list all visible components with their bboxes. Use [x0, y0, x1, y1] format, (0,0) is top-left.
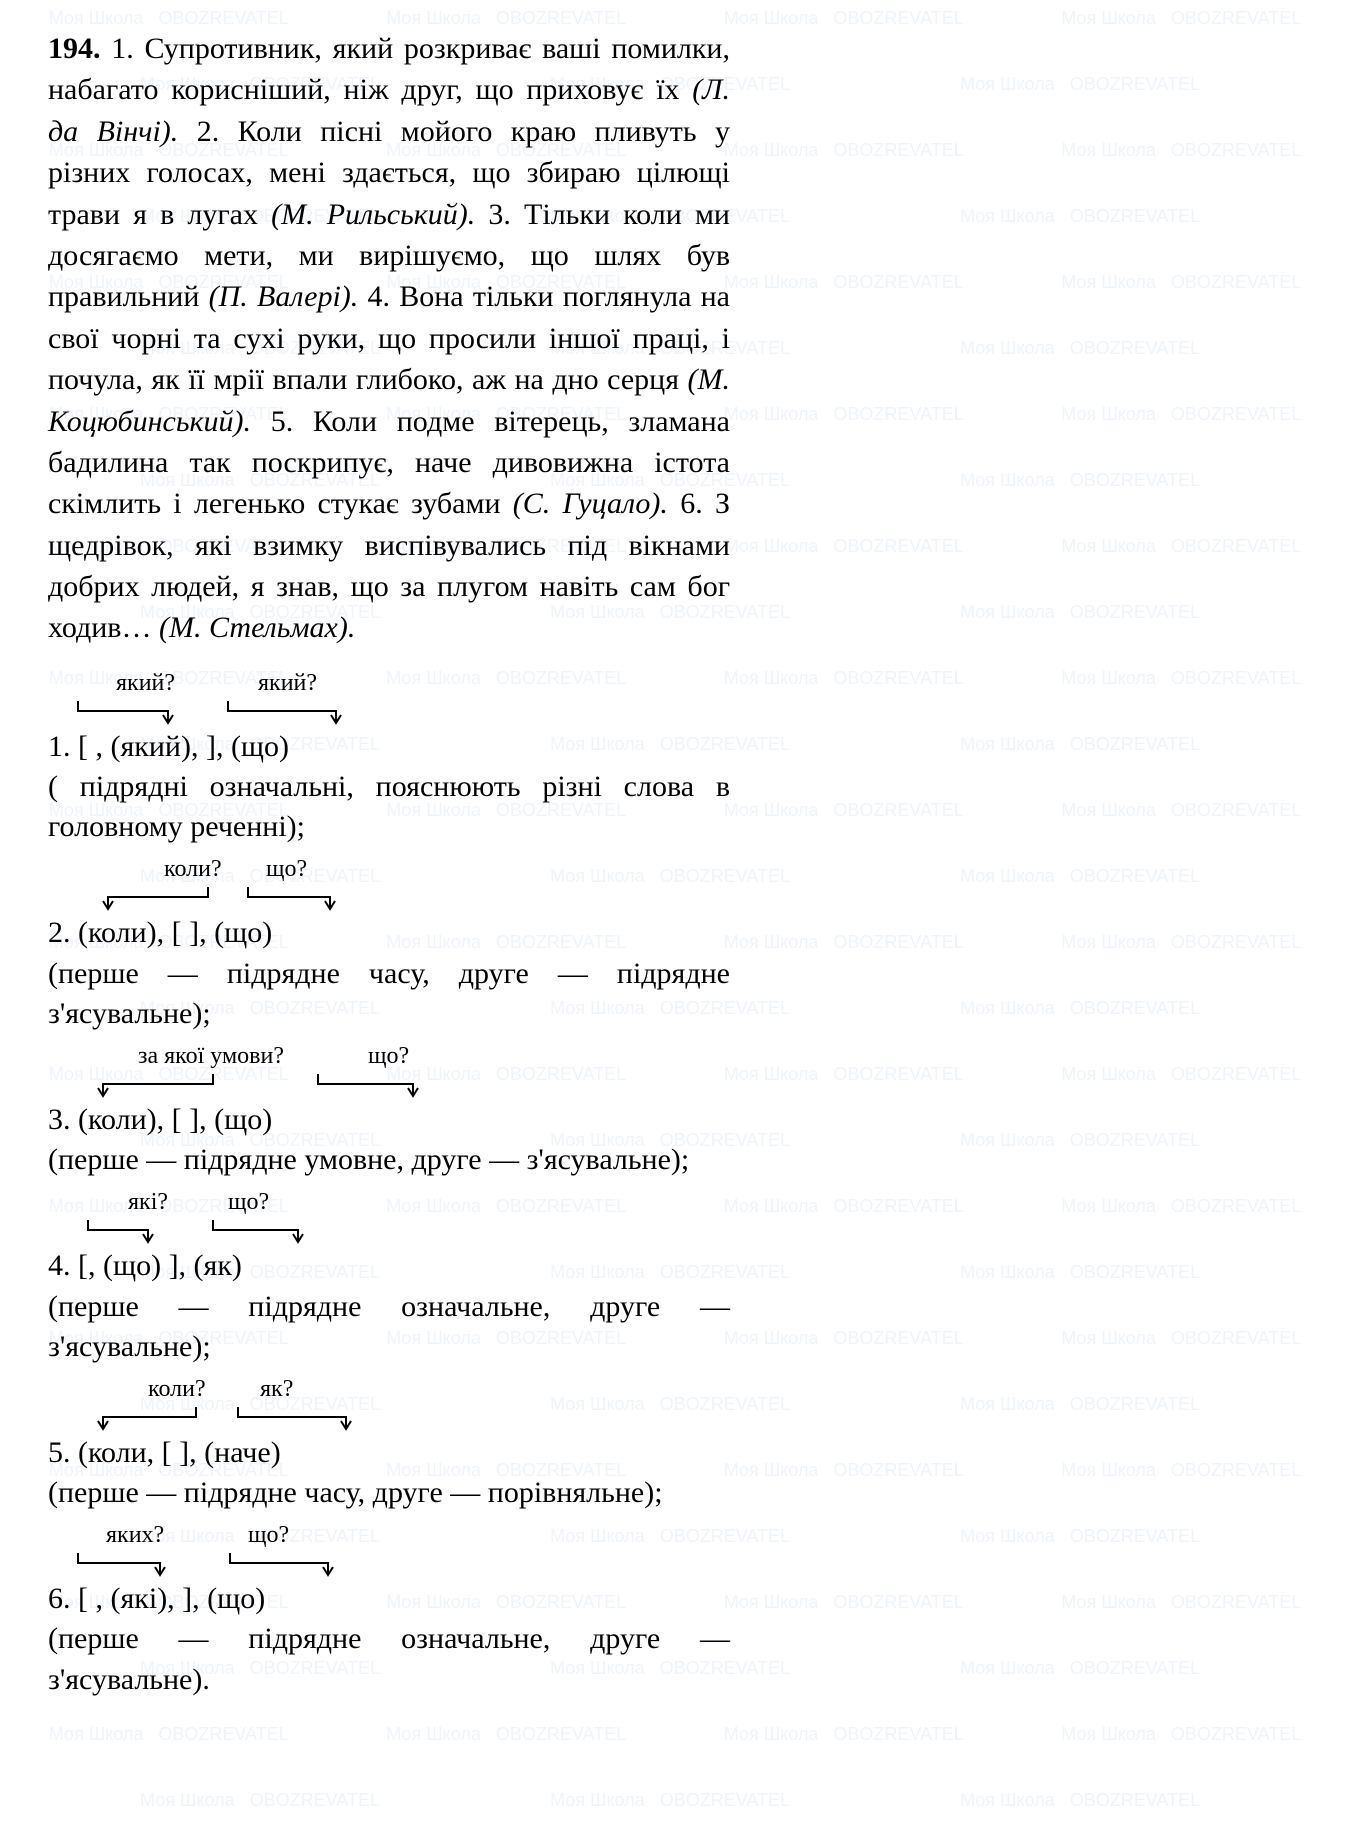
- question-label: яких?: [106, 1519, 164, 1552]
- scheme-block: які? що? 4. [, (що) ], (як)(перше — підряд…: [48, 1186, 730, 1367]
- scheme-explanation: (перше — підрядне часу, друге — під­рядн…: [48, 954, 730, 1034]
- scheme-arrows: [48, 1220, 730, 1246]
- scheme-questions: коли? що?: [48, 853, 730, 887]
- scheme-arrows: [48, 1407, 730, 1433]
- question-label: як?: [260, 1373, 293, 1406]
- scheme-questions: які? що?: [48, 1186, 730, 1220]
- scheme-arrows: [48, 1553, 730, 1579]
- scheme-questions: яких? що?: [48, 1519, 730, 1553]
- scheme-arrows: [48, 887, 730, 913]
- scheme-explanation: ( підрядні означальні, пояснюють різні с…: [48, 767, 730, 847]
- scheme-explanation: (перше — підрядне часу, друге — порівнял…: [48, 1473, 730, 1513]
- question-label: що?: [248, 1519, 289, 1552]
- question-label: що?: [228, 1186, 269, 1219]
- scheme-explanation: (перше — підрядне умовне, друге — з'ясув…: [48, 1140, 730, 1180]
- question-label: які?: [128, 1186, 168, 1219]
- question-label: що?: [266, 853, 307, 886]
- scheme-line: 4. [, (що) ], (як): [48, 1246, 730, 1286]
- question-label: за якої умови?: [138, 1040, 284, 1073]
- scheme-explanation: (перше — підрядне означальне, дру­ге — з…: [48, 1287, 730, 1367]
- scheme-line: 2. (коли), [ ], (що): [48, 913, 730, 953]
- scheme-explanation: (перше — підрядне означальне, дру­ге — з…: [48, 1619, 730, 1699]
- scheme-questions: коли? як?: [48, 1373, 730, 1407]
- scheme-line: 6. [ , (які), ], (що): [48, 1579, 730, 1619]
- question-label: який?: [116, 667, 175, 700]
- question-label: який?: [258, 667, 317, 700]
- exercise-text: 194. 1. Супротивник, який розкриває ваші…: [48, 28, 730, 649]
- scheme-block: який? який? 1. [ , (який), ], (що)( підряд…: [48, 667, 730, 848]
- schemes-section: який? який? 1. [ , (який), ], (що)( підряд…: [48, 667, 730, 1700]
- exercise-content: 194. 1. Супротивник, який розкриває ваші…: [0, 0, 730, 1700]
- scheme-arrows: [48, 701, 730, 727]
- scheme-line: 5. (коли, [ ], (наче): [48, 1433, 730, 1473]
- exercise-number: 194.: [48, 32, 101, 65]
- scheme-questions: який? який?: [48, 667, 730, 701]
- question-label: що?: [368, 1040, 409, 1073]
- scheme-arrows: [48, 1074, 730, 1100]
- scheme-line: 1. [ , (який), ], (що): [48, 727, 730, 767]
- scheme-block: яких? що? 6. [ , (які), ], (що)(перше — пі…: [48, 1519, 730, 1700]
- scheme-block: коли? як? 5. (коли, [ ], (наче)(перше — пі…: [48, 1373, 730, 1513]
- scheme-line: 3. (коли), [ ], (що): [48, 1100, 730, 1140]
- question-label: коли?: [148, 1373, 206, 1406]
- question-label: коли?: [164, 853, 222, 886]
- scheme-block: за якої умови? що? 3. (коли), [ ], (що)(пе…: [48, 1040, 730, 1180]
- scheme-questions: за якої умови? що?: [48, 1040, 730, 1074]
- scheme-block: коли? що? 2. (коли), [ ], (що)(перше — під…: [48, 853, 730, 1034]
